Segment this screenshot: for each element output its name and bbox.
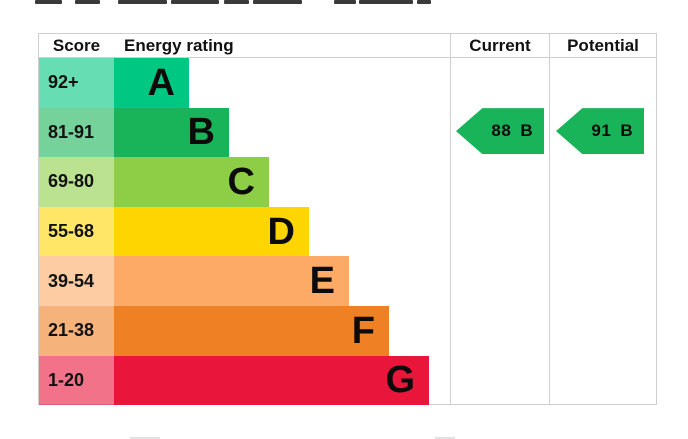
- band-letter: E: [309, 260, 335, 303]
- potential-cell: [549, 107, 656, 158]
- band-bar-g: G: [114, 355, 429, 406]
- band-bar-f: F: [114, 305, 389, 356]
- score-range-label: 81-91: [39, 107, 114, 158]
- score-range-label: 92+: [39, 58, 114, 108]
- current-cell: [450, 206, 549, 257]
- current-cell: [450, 305, 549, 356]
- band-row-c: 69-80 C: [39, 157, 656, 207]
- cropped-title-strip: [0, 0, 688, 4]
- current-score-value: 88: [491, 121, 512, 141]
- potential-column-header: Potential: [549, 34, 656, 57]
- current-cell: [450, 256, 549, 306]
- current-cell: [450, 107, 549, 158]
- band-letter: F: [351, 309, 375, 352]
- band-row-f: 21-38 F: [39, 305, 656, 356]
- band-letter: G: [385, 359, 415, 402]
- score-range-label: 55-68: [39, 206, 114, 257]
- band-letter: C: [227, 160, 255, 203]
- epc-table: Score Energy rating Current Potential 92…: [38, 33, 657, 406]
- band-bar-b: B: [114, 107, 229, 158]
- band-letter: D: [267, 210, 295, 253]
- current-cell: [450, 58, 549, 108]
- band-row-d: 55-68 D: [39, 206, 656, 257]
- band-row-g: 1-20 G: [39, 355, 656, 406]
- potential-cell: [549, 206, 656, 257]
- band-bar-c: C: [114, 157, 269, 207]
- current-column-header: Current: [450, 34, 549, 57]
- potential-cell: [549, 256, 656, 306]
- band-bar-a: A: [114, 58, 189, 108]
- band-letter: B: [187, 111, 215, 154]
- table-header-row: Score Energy rating Current Potential: [39, 34, 656, 58]
- score-range-label: 39-54: [39, 256, 114, 306]
- band-letter: A: [147, 61, 175, 104]
- energy-rating-column-header: Energy rating: [124, 35, 234, 55]
- current-cell: [450, 355, 549, 406]
- potential-cell: [549, 305, 656, 356]
- potential-score-value: 91: [591, 121, 612, 141]
- potential-cell: [549, 355, 656, 406]
- potential-cell: [549, 58, 656, 108]
- potential-cell: [549, 157, 656, 207]
- band-bar-d: D: [114, 206, 309, 257]
- score-range-label: 21-38: [39, 305, 114, 356]
- band-row-e: 39-54 E: [39, 256, 656, 306]
- score-range-label: 1-20: [39, 355, 114, 406]
- band-row-b: 81-91 B: [39, 107, 656, 158]
- score-range-label: 69-80: [39, 157, 114, 207]
- band-row-a: 92+ A: [39, 58, 656, 108]
- potential-band-letter: B: [620, 121, 633, 141]
- band-bar-e: E: [114, 256, 349, 306]
- score-column-header: Score: [52, 35, 101, 55]
- current-band-letter: B: [520, 121, 533, 141]
- current-cell: [450, 157, 549, 207]
